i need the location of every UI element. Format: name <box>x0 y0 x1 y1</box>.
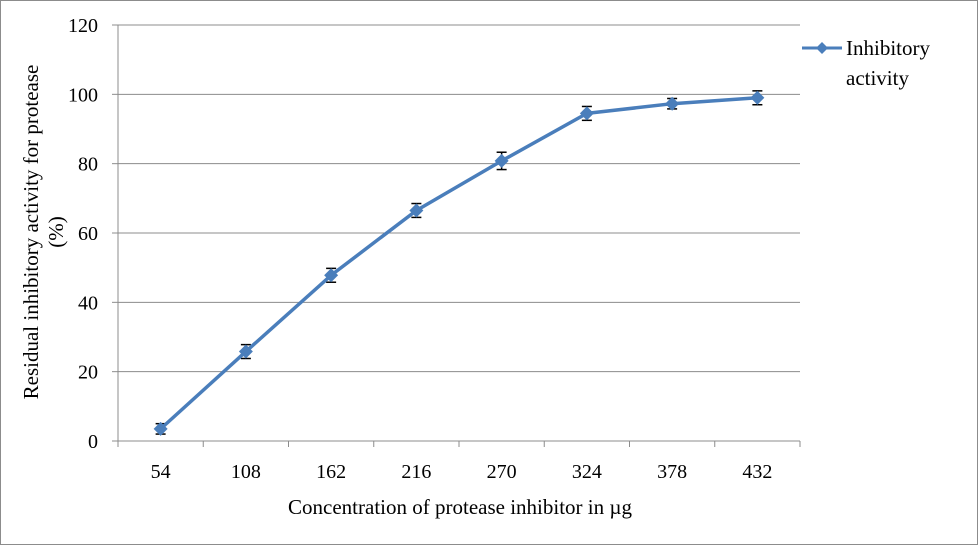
y-tick-label: 0 <box>88 431 98 453</box>
data-point <box>665 96 680 111</box>
x-axis-title: Concentration of protease inhibitor in µ… <box>288 495 632 519</box>
data-point <box>750 90 765 105</box>
series-lines <box>159 96 758 431</box>
series-line <box>159 96 758 431</box>
y-tick-label: 40 <box>78 292 98 314</box>
x-tick-label: 270 <box>487 461 517 483</box>
y-axis-title-line-1: Residual inhibitory activity for proteas… <box>19 65 43 400</box>
y-tick-label: 20 <box>78 362 98 384</box>
gridlines <box>118 24 800 373</box>
data-point <box>238 344 253 359</box>
x-tick-label: 162 <box>316 461 346 483</box>
data-point <box>153 421 168 436</box>
data-point <box>324 268 339 283</box>
legend-marker <box>816 42 828 54</box>
x-tick-label: 216 <box>401 461 431 483</box>
data-points <box>153 90 765 436</box>
x-tick-label: 378 <box>657 461 687 483</box>
y-tick-label: 80 <box>78 154 98 176</box>
y-axis-title-line-2: (%) <box>44 216 68 247</box>
axes <box>112 24 801 447</box>
data-point <box>409 203 424 218</box>
y-tick-label: 120 <box>68 15 98 37</box>
x-tick-label: 108 <box>231 461 261 483</box>
error-bars <box>155 90 763 435</box>
x-tick-labels: 54 108 162 216 270 324 378 432 <box>151 461 773 483</box>
x-tick-label: 324 <box>572 461 602 483</box>
x-tick-label: 432 <box>742 461 772 483</box>
data-point <box>579 106 594 121</box>
legend-label-line-2: activity <box>846 66 909 90</box>
y-tick-labels: 0 20 40 60 80 100 120 <box>68 15 98 453</box>
legend: Inhibitory activity <box>802 36 930 90</box>
legend-label-line-1: Inhibitory <box>846 36 930 60</box>
y-tick-label: 100 <box>68 84 98 106</box>
y-tick-label: 60 <box>78 223 98 245</box>
x-tick-label: 54 <box>151 461 171 483</box>
data-point <box>494 153 509 168</box>
y-axis-title: Residual inhibitory activity for proteas… <box>19 65 68 400</box>
